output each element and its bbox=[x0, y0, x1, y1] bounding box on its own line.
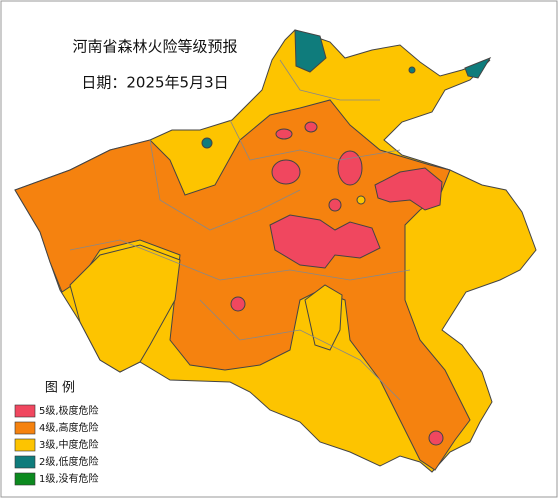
level2-area bbox=[408, 66, 416, 74]
level3-spot bbox=[356, 195, 366, 205]
legend-label: 4级,高度危险 bbox=[39, 421, 99, 434]
level5-area bbox=[230, 296, 246, 312]
level5-area bbox=[271, 159, 301, 185]
level2-area bbox=[464, 56, 492, 79]
legend: 5级,极度危险 4级,高度危险 3级,中度危险 2级,低度危险 1级,没有危险 bbox=[14, 404, 99, 486]
map-date: 日期：2025年5月3日 bbox=[81, 74, 228, 92]
level2-area bbox=[294, 29, 327, 73]
legend-swatch bbox=[14, 472, 36, 486]
level5-area bbox=[328, 198, 342, 212]
legend-label: 2级,低度危险 bbox=[39, 455, 99, 468]
legend-swatch bbox=[14, 421, 36, 435]
level3-pocket bbox=[304, 284, 343, 351]
level2-area bbox=[201, 137, 213, 149]
level5-area bbox=[374, 167, 443, 211]
level5-area bbox=[269, 214, 381, 269]
county-borders bbox=[69, 59, 411, 401]
legend-title: 图 例 bbox=[45, 381, 75, 396]
level5-area bbox=[337, 150, 363, 186]
legend-label: 3级,中度危险 bbox=[39, 438, 99, 451]
level5-area bbox=[275, 128, 293, 140]
legend-label: 5级,极度危险 bbox=[39, 404, 99, 417]
level5-area bbox=[428, 430, 444, 446]
province-map bbox=[14, 29, 537, 473]
legend-swatch bbox=[14, 455, 36, 469]
legend-swatch bbox=[14, 404, 36, 418]
level5-area bbox=[304, 121, 318, 133]
legend-swatch bbox=[14, 438, 36, 452]
legend-label: 1级,没有危险 bbox=[39, 472, 99, 485]
map-title: 河南省森林火险等级预报 bbox=[72, 38, 237, 56]
level3-pocket bbox=[69, 244, 181, 373]
